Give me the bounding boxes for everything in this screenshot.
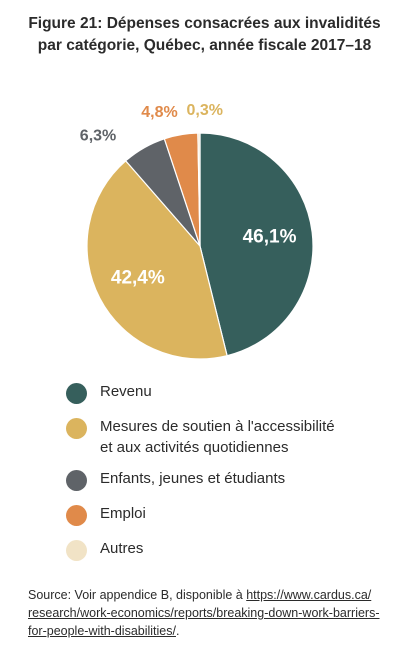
legend-label-emploi: Emploi <box>100 505 146 522</box>
legend-item-mesures-de-soutien: Mesures de soutien à l'accessibilité et … <box>66 416 335 458</box>
legend-swatch-revenu <box>66 383 87 404</box>
chart-title: Figure 21: Dépenses consacrées aux inval… <box>0 13 409 57</box>
pie-label-mesures-de-soutien-a-l-accessi: 42,4% <box>111 267 165 288</box>
legend-label-enfants: Enfants, jeunes et étudiants <box>100 470 286 487</box>
legend-swatch-mesures-de-soutien <box>66 418 87 439</box>
pie-label-autres: 0,3% <box>187 102 223 119</box>
legend-label-mesures-line-1: Mesures de soutien à l'accessibilité <box>100 418 335 435</box>
chart-title-line-1: Figure 21: Dépenses consacrées aux inval… <box>28 15 381 32</box>
pie-chart: 46,1% 42,4% 6,3% 4,8% 0,3% <box>80 102 314 360</box>
source-note: Source: Voir appendice B, disponible à h… <box>28 586 398 640</box>
pie-label-enfants-jeunes-et-etudiants: 6,3% <box>80 128 116 145</box>
source-link-part-2[interactable]: research/work-economics/reports/breaking… <box>28 606 380 620</box>
legend-item-enfants: Enfants, jeunes et étudiants <box>66 468 335 491</box>
source-link-part-3[interactable]: for-people-with-disabilities/ <box>28 624 176 638</box>
pie-slice-autres <box>197 132 201 247</box>
legend-item-emploi: Emploi <box>66 503 335 526</box>
legend-swatch-enfants <box>66 470 87 491</box>
source-line-3: for-people-with-disabilities/. <box>28 622 398 640</box>
legend-swatch-emploi <box>66 505 87 526</box>
legend-label-autres: Autres <box>100 540 144 557</box>
pie-slices <box>86 132 314 360</box>
pie-labels: 46,1% 42,4% 6,3% 4,8% 0,3% <box>80 102 297 288</box>
legend-swatch-autres <box>66 540 87 561</box>
legend-item-revenu: Revenu <box>66 381 335 404</box>
source-link-part-1[interactable]: https://www.cardus.ca/ <box>246 588 372 602</box>
pie-slice-mesures-de-soutien-a-l-accessi <box>86 159 228 360</box>
legend-label-mesures-line-2: et aux activités quotidiennes <box>100 439 289 456</box>
pie-slice-revenu <box>199 132 314 357</box>
pie-label-emploi: 4,8% <box>141 104 177 121</box>
source-suffix: . <box>175 624 180 638</box>
pie-label-revenu: 46,1% <box>243 227 297 248</box>
source-prefix: Source: Voir appendice B, disponible à <box>28 588 247 602</box>
chart-title-line-2: par catégorie, Québec, année fiscale 201… <box>37 37 372 54</box>
source-line-1: Source: Voir appendice B, disponible à h… <box>28 586 398 604</box>
legend-item-autres: Autres <box>66 538 335 561</box>
source-line-2: research/work-economics/reports/breaking… <box>28 604 398 622</box>
legend: Revenu Mesures de soutien à l'accessibil… <box>66 381 335 573</box>
legend-label-revenu: Revenu <box>100 383 152 400</box>
